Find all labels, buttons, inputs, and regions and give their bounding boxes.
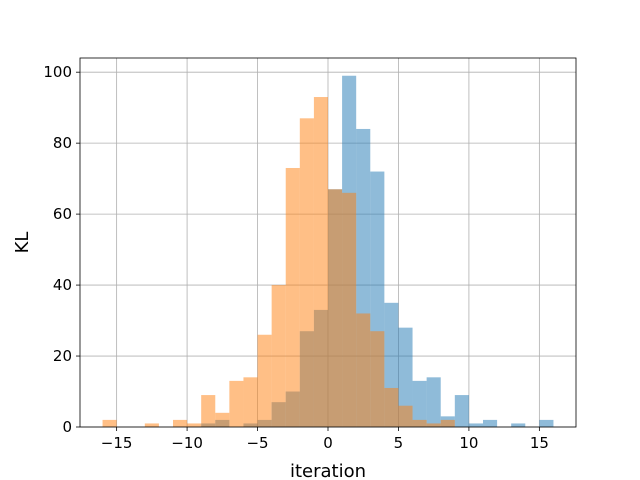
histogram-bar: [102, 419, 117, 427]
y-axis-label: KL: [12, 232, 33, 254]
histogram-bar: [285, 167, 300, 427]
histogram-bar: [454, 395, 469, 427]
y-tick-label: 20: [53, 347, 72, 365]
x-axis-label: iteration: [290, 461, 366, 480]
y-tick-label: 40: [53, 276, 72, 294]
histogram-bar: [370, 331, 385, 427]
histogram-bar: [187, 423, 202, 427]
x-tick-label: 10: [459, 434, 478, 452]
histogram-bar: [313, 97, 328, 428]
histogram-bar: [412, 380, 427, 427]
x-tick-label: −10: [171, 434, 203, 452]
grid: [80, 58, 576, 428]
y-tick-label: 0: [62, 418, 72, 436]
x-axis: −15 −10 −5 0 5 10 15: [101, 427, 549, 452]
y-axis: 0 20 40 60 80 100: [43, 63, 80, 436]
histogram-bar: [483, 419, 498, 427]
x-tick-label: 0: [323, 434, 333, 452]
y-tick-label: 60: [53, 205, 72, 223]
histogram-bar: [426, 423, 441, 427]
histogram-bar: [201, 395, 216, 427]
x-tick-label: 15: [530, 434, 549, 452]
histogram-bar: [468, 423, 483, 427]
histogram-bar: [440, 419, 455, 427]
histogram-bar: [398, 327, 413, 427]
histogram-bar: [426, 377, 441, 427]
histogram-bar: [398, 405, 413, 427]
histogram-bar: [173, 419, 188, 427]
histogram-bar: [229, 380, 244, 427]
histogram-bar: [144, 423, 159, 427]
histogram-bar: [299, 118, 314, 427]
histogram-bar: [539, 419, 554, 427]
histogram-bar: [243, 377, 258, 427]
histogram-bar: [271, 285, 286, 427]
histogram-bar: [412, 419, 427, 427]
histogram-bar: [215, 412, 230, 427]
histogram-bar: [342, 192, 357, 427]
histogram-bar: [356, 313, 371, 427]
histogram-bar: [511, 423, 526, 427]
series-2: [102, 97, 455, 428]
x-tick-label: −15: [101, 434, 133, 452]
histogram-bar: [384, 387, 399, 427]
histogram-bar: [257, 334, 272, 427]
x-tick-label: −5: [246, 434, 268, 452]
histogram-bar: [328, 189, 343, 427]
y-tick-label: 100: [43, 63, 72, 81]
y-tick-label: 80: [53, 134, 72, 152]
bars: [102, 75, 554, 428]
x-tick-label: 5: [394, 434, 404, 452]
